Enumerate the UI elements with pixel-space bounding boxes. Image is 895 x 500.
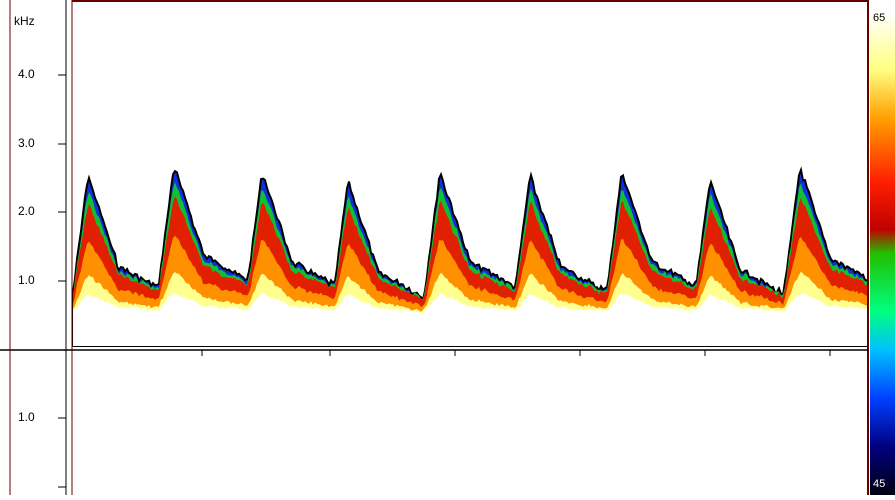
spectrogram xyxy=(72,166,868,347)
colorbar-max: 65 xyxy=(873,12,885,24)
tick-label: 4.0 xyxy=(18,67,35,81)
colorbar-top xyxy=(870,0,895,12)
tick-label: 1.0 xyxy=(18,410,35,424)
colorbar xyxy=(870,12,895,495)
time-ticks xyxy=(201,350,831,356)
tick-label: 2.0 xyxy=(18,204,35,218)
axis-unit: kHz xyxy=(14,14,35,28)
tick-label: 1.0 xyxy=(18,273,35,287)
tick-label: 3.0 xyxy=(18,136,35,150)
spectrum-layer xyxy=(73,292,867,346)
freq-ticks xyxy=(58,74,66,488)
colorbar-min: 45 xyxy=(873,478,885,490)
